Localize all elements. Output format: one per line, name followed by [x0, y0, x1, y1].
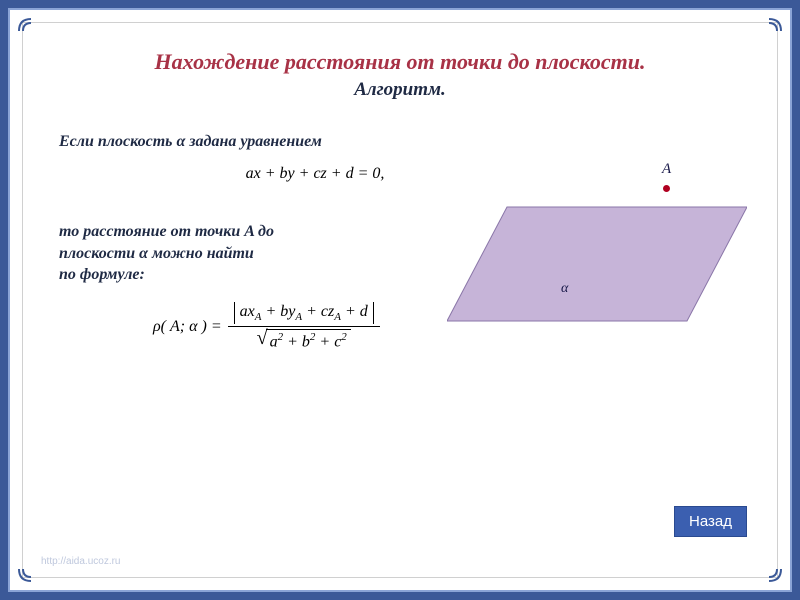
- abs-value: axA + byA + czA + d: [234, 302, 374, 324]
- formula-denominator: √ a2 + b2 + c2: [251, 327, 357, 351]
- point-a-marker: [663, 185, 670, 192]
- watermark-text: http://aida.ucoz.ru: [41, 556, 121, 567]
- square-root: √ a2 + b2 + c2: [257, 329, 351, 351]
- slide-title: Нахождение расстояния от точки до плоско…: [53, 49, 747, 75]
- body-line-3: по формуле:: [59, 266, 145, 283]
- back-button[interactable]: Назад: [674, 506, 747, 537]
- plane-shape: [447, 199, 747, 329]
- outer-frame: Нахождение расстояния от точки до плоско…: [8, 8, 792, 592]
- geometry-diagram: A α: [447, 153, 757, 343]
- slide-content: Нахождение расстояния от точки до плоско…: [23, 23, 777, 577]
- formula-lhs: ρ( A; α ) =: [153, 318, 222, 336]
- body-line-2: плоскости α можно найти: [59, 245, 254, 262]
- plane-alpha-label: α: [561, 281, 568, 297]
- body-text: то расстояние от точки A до плоскости α …: [59, 221, 389, 286]
- formula-fraction: axA + byA + czA + d √ a2 + b2 + c2: [228, 302, 380, 352]
- intro-text: Если плоскость α задана уравнением: [59, 133, 747, 151]
- inner-frame: Нахождение расстояния от точки до плоско…: [22, 22, 778, 578]
- formula-numerator: axA + byA + czA + d: [228, 302, 380, 327]
- slide-subtitle: Алгоритм.: [53, 79, 747, 101]
- body-line-1: то расстояние от точки A до: [59, 223, 274, 240]
- point-a-label: A: [662, 161, 671, 178]
- numerator-expr: axA + byA + czA + d: [240, 303, 368, 320]
- sqrt-body: a2 + b2 + c2: [266, 329, 351, 351]
